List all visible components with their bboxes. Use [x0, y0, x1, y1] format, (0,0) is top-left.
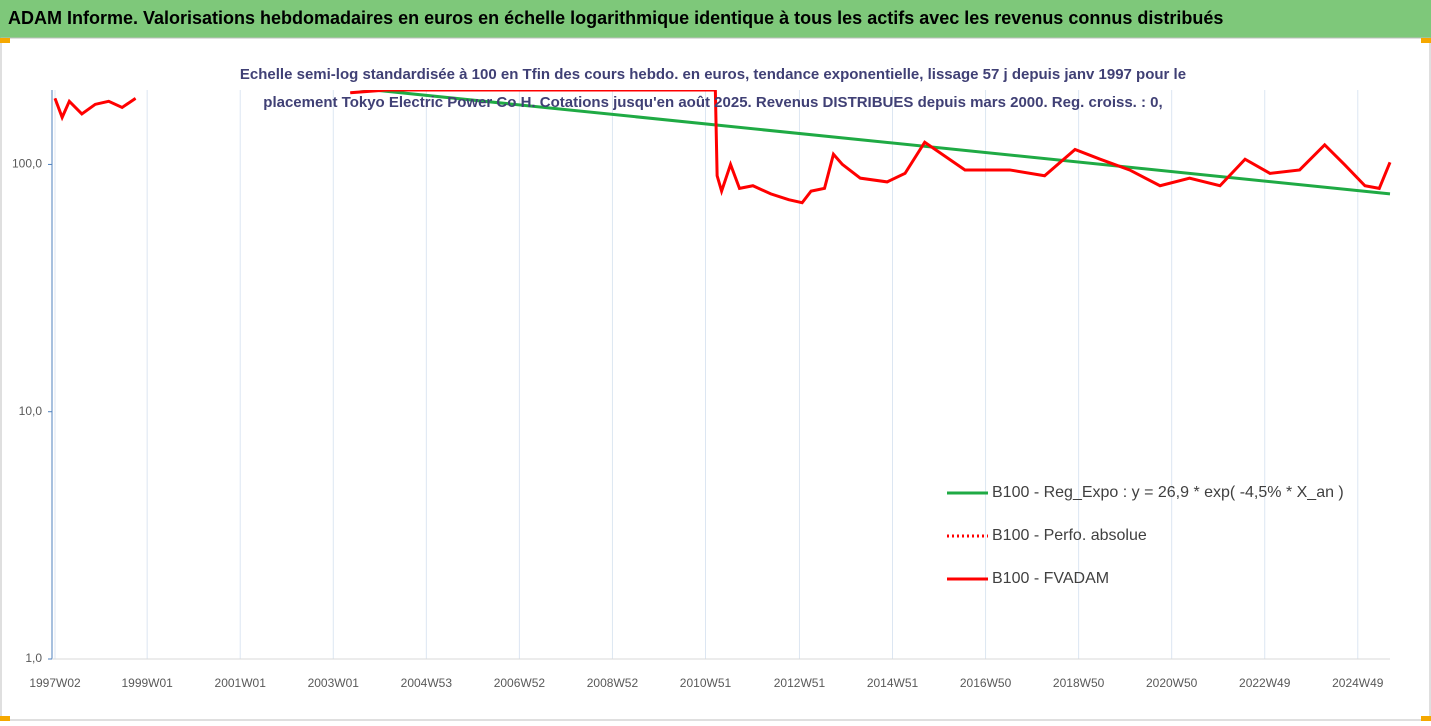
series-line: [359, 90, 1391, 196]
x-tick-label: 2010W51: [680, 676, 732, 690]
x-tick-label: 2006W52: [494, 676, 546, 690]
corner: [0, 38, 10, 43]
x-tick-label: 2003W01: [308, 676, 360, 690]
corner: [1421, 38, 1431, 43]
x-tick-label: 1999W01: [121, 676, 173, 690]
x-tick-label: 2008W52: [587, 676, 639, 690]
legend-label: B100 - FVADAM: [992, 570, 1109, 587]
x-tick-label: 2018W50: [1053, 676, 1105, 690]
series-line: [350, 90, 1392, 205]
subtitle: placement Tokyo Electric Power Co H. Cot…: [263, 94, 1162, 111]
y-tick-label: 10,0: [19, 404, 43, 418]
title-bar: [0, 0, 1431, 38]
chart-title: ADAM Informe. Valorisations hebdomadaire…: [8, 8, 1223, 28]
x-tick-label: 2020W50: [1146, 676, 1198, 690]
corner: [1421, 716, 1431, 721]
subtitle: Echelle semi-log standardisée à 100 en T…: [240, 66, 1186, 83]
x-tick-label: 2004W53: [401, 676, 453, 690]
legend-label: B100 - Perfo. absolue: [992, 527, 1147, 544]
x-tick-label: 2022W49: [1239, 676, 1291, 690]
series-line: [53, 97, 137, 122]
x-tick-label: 2024W49: [1332, 676, 1384, 690]
corner: [0, 716, 10, 721]
x-tick-label: 2001W01: [215, 676, 267, 690]
legend-label: B100 - Reg_Expo : y = 26,9 * exp( -4,5% …: [992, 484, 1344, 501]
x-tick-label: 2012W51: [774, 676, 826, 690]
x-tick-label: 2016W50: [960, 676, 1012, 690]
y-tick-label: 100,0: [12, 157, 42, 171]
x-tick-label: 2014W51: [867, 676, 919, 690]
x-tick-label: 1997W02: [29, 676, 81, 690]
y-tick-label: 1,0: [25, 651, 42, 665]
